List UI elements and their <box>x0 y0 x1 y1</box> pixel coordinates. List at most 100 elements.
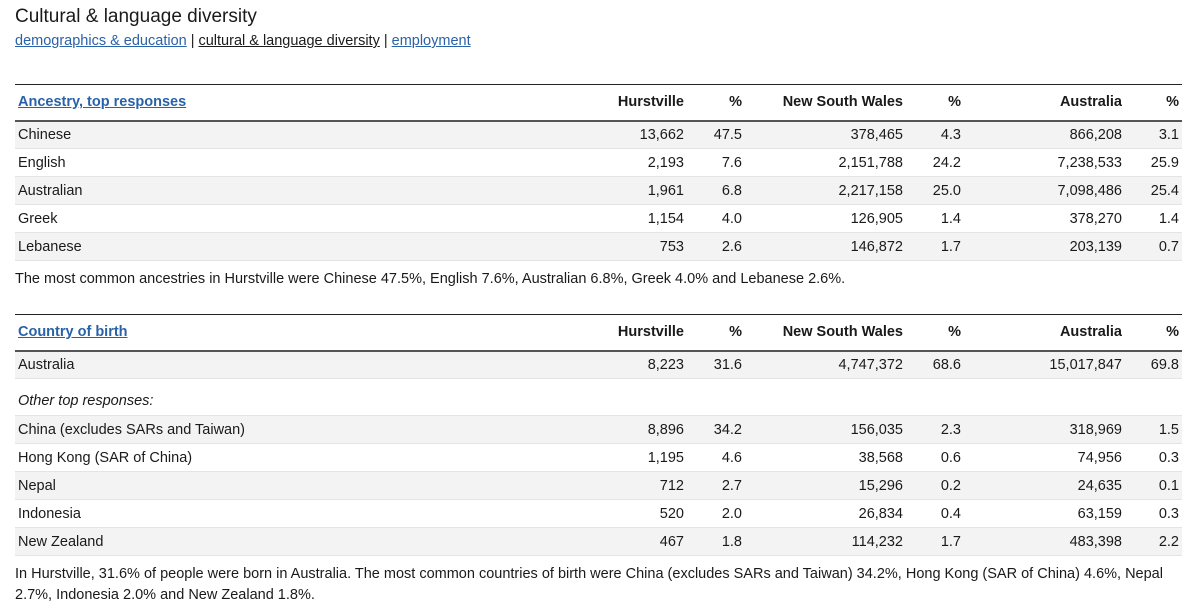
cell-australia: 63,159 <box>1077 505 1122 522</box>
cell-nsw-pct: 25.0 <box>932 182 961 199</box>
row-label: New Zealand <box>18 533 104 550</box>
table-row: China (excludes SARs and Taiwan) 8,896 3… <box>15 415 1182 444</box>
column-header-australia-pct: % <box>1166 324 1179 341</box>
cell-nsw: 2,217,158 <box>838 182 903 199</box>
cell-australia-pct: 2.2 <box>1158 533 1179 550</box>
table-row: Greek 1,154 4.0 126,905 1.4 378,270 1.4 <box>15 204 1182 233</box>
column-header-hurstville: Hurstville <box>617 324 684 341</box>
column-header-australia: Australia <box>1059 94 1122 111</box>
cell-nsw: 15,296 <box>858 477 903 494</box>
country-of-birth-heading-link[interactable]: Country of birth <box>18 324 128 341</box>
cell-hurstville-pct: 7.6 <box>721 154 742 171</box>
cell-australia: 7,238,533 <box>1057 154 1122 171</box>
cell-hurstville-pct: 1.8 <box>721 533 742 550</box>
other-responses-label: Other top responses: <box>18 393 154 409</box>
cell-hurstville: 8,896 <box>647 421 684 438</box>
cell-nsw: 126,905 <box>850 210 903 227</box>
nav-link-demographics[interactable]: demographics & education <box>15 33 187 49</box>
row-label: Lebanese <box>18 238 82 255</box>
ancestry-summary: The most common ancestries in Hurstville… <box>15 271 846 287</box>
country-of-birth-table: Country of birth Hurstville % New South … <box>15 314 1182 379</box>
cell-australia: 24,635 <box>1077 477 1122 494</box>
cell-australia: 483,398 <box>1069 533 1122 550</box>
cell-nsw: 114,232 <box>851 533 903 550</box>
table-row: Chinese 13,662 47.5 378,465 4.3 866,208 … <box>15 120 1182 149</box>
cell-hurstville: 753 <box>659 238 684 255</box>
cell-nsw: 4,747,372 <box>838 356 903 373</box>
row-label: Nepal <box>18 477 56 494</box>
cell-australia-pct: 25.9 <box>1150 154 1179 171</box>
nav-separator: | <box>383 33 388 49</box>
cell-australia-pct: 0.3 <box>1158 505 1179 522</box>
cell-australia-pct: 1.5 <box>1158 421 1179 438</box>
cell-australia: 203,139 <box>1069 238 1122 255</box>
cell-hurstville-pct: 2.0 <box>721 505 742 522</box>
row-label: English <box>18 154 66 171</box>
cell-nsw-pct: 24.2 <box>932 154 961 171</box>
row-label: Australian <box>18 182 83 199</box>
cell-australia: 866,208 <box>1069 126 1122 143</box>
cell-hurstville: 2,193 <box>647 154 684 171</box>
table-row: Hong Kong (SAR of China) 1,195 4.6 38,56… <box>15 443 1182 472</box>
column-header-hurstville-pct: % <box>729 324 742 341</box>
cell-nsw: 2,151,788 <box>838 154 903 171</box>
column-header-hurstville-pct: % <box>729 94 742 111</box>
section-nav: demographics & education | cultural & lang… <box>15 33 471 49</box>
cell-nsw-pct: 0.2 <box>940 477 961 494</box>
cell-hurstville: 13,662 <box>639 126 684 143</box>
table-row: New Zealand 467 1.8 114,232 1.7 483,398 … <box>15 527 1182 556</box>
cell-nsw-pct: 1.7 <box>940 238 961 255</box>
cell-australia: 318,969 <box>1069 421 1122 438</box>
cell-hurstville-pct: 31.6 <box>713 356 742 373</box>
cell-hurstville-pct: 4.6 <box>721 449 742 466</box>
cell-hurstville: 1,961 <box>647 182 684 199</box>
ancestry-heading-link[interactable]: Ancestry, top responses <box>18 94 187 111</box>
row-label: Indonesia <box>18 505 81 522</box>
nav-link-cultural-diversity[interactable]: cultural & language diversity <box>198 33 380 49</box>
cell-nsw-pct: 0.6 <box>940 449 961 466</box>
column-header-australia: Australia <box>1059 324 1122 341</box>
row-label: Australia <box>18 356 75 373</box>
nav-separator: | <box>190 33 195 49</box>
column-header-australia-pct: % <box>1166 94 1179 111</box>
cell-australia-pct: 69.8 <box>1150 356 1179 373</box>
cell-australia-pct: 0.1 <box>1158 477 1179 494</box>
cell-hurstville-pct: 6.8 <box>721 182 742 199</box>
cell-hurstville-pct: 2.6 <box>721 238 742 255</box>
cell-nsw-pct: 68.6 <box>932 356 961 373</box>
cell-australia-pct: 3.1 <box>1158 126 1179 143</box>
cell-nsw: 26,834 <box>858 505 903 522</box>
country-of-birth-header-label: Country of birth <box>15 315 575 351</box>
ancestry-table: Ancestry, top responses Hurstville % New… <box>15 84 1182 261</box>
table-header-row: Country of birth Hurstville % New South … <box>15 314 1182 351</box>
cell-australia: 7,098,486 <box>1057 182 1122 199</box>
cell-australia-pct: 0.7 <box>1158 238 1179 255</box>
cell-australia: 15,017,847 <box>1049 356 1122 373</box>
table-row: English 2,193 7.6 2,151,788 24.2 7,238,5… <box>15 148 1182 177</box>
cell-hurstville: 712 <box>659 477 684 494</box>
cell-australia: 74,956 <box>1077 449 1122 466</box>
cell-hurstville-pct: 34.2 <box>713 421 742 438</box>
cell-hurstville: 1,154 <box>647 210 684 227</box>
ancestry-header-label: Ancestry, top responses <box>15 85 575 121</box>
table-row: Nepal 712 2.7 15,296 0.2 24,635 0.1 <box>15 471 1182 500</box>
table-row: Lebanese 753 2.6 146,872 1.7 203,139 0.7 <box>15 232 1182 261</box>
cell-hurstville: 467 <box>659 533 684 550</box>
cell-nsw-pct: 2.3 <box>940 421 961 438</box>
cell-nsw-pct: 4.3 <box>940 126 961 143</box>
table-row: Indonesia 520 2.0 26,834 0.4 63,159 0.3 <box>15 499 1182 528</box>
cell-hurstville-pct: 4.0 <box>721 210 742 227</box>
row-label: Greek <box>18 210 58 227</box>
cell-australia-pct: 0.3 <box>1158 449 1179 466</box>
country-of-birth-other-table: China (excludes SARs and Taiwan) 8,896 3… <box>15 415 1182 556</box>
cell-hurstville-pct: 2.7 <box>721 477 742 494</box>
row-label: China (excludes SARs and Taiwan) <box>18 421 246 438</box>
column-header-nsw: New South Wales <box>782 94 903 111</box>
nav-link-employment[interactable]: employment <box>391 33 471 49</box>
cell-nsw-pct: 1.4 <box>940 210 961 227</box>
cell-hurstville: 8,223 <box>647 356 684 373</box>
row-label: Hong Kong (SAR of China) <box>18 449 193 466</box>
cell-hurstville: 1,195 <box>647 449 684 466</box>
column-header-nsw-pct: % <box>948 324 961 341</box>
column-header-nsw: New South Wales <box>782 324 903 341</box>
